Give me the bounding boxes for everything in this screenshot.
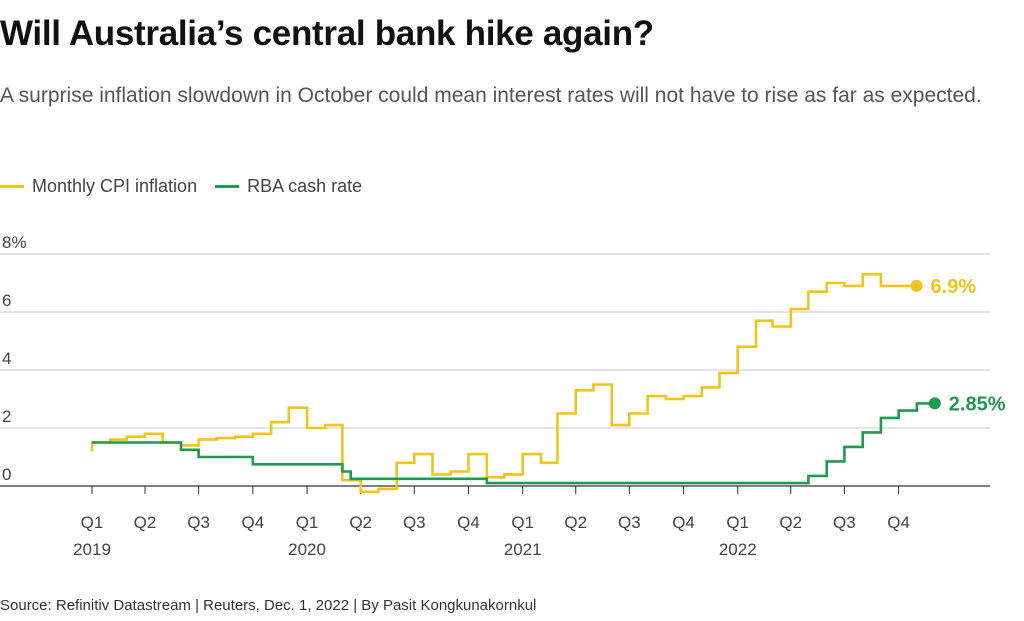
chart-subtitle: A surprise inflation slowdown in October… [0,84,982,107]
x-tick-label: Q2 [779,513,802,532]
legend-label-cpi: Monthly CPI inflation [32,176,198,196]
x-tick-label: Q1 [296,513,319,532]
x-year-label: 2019 [73,540,111,559]
x-tick-label: Q3 [618,513,641,532]
x-tick-label: Q4 [457,513,480,532]
legend-swatch-cash [215,185,240,188]
x-tick-label: Q2 [564,513,587,532]
cpi-end-marker [910,279,923,292]
x-tick-label: Q4 [242,513,265,532]
y-tick-label: 4 [2,349,11,368]
cpi-inflation-line [90,273,917,494]
x-tick-label: Q2 [134,513,157,532]
legend-item-cpi: Monthly CPI inflation [0,176,197,197]
x-tick-label: Q3 [833,513,856,532]
x-tick-label: Q2 [349,513,372,532]
x-tick-label: Q3 [187,513,210,532]
cash-rate-end-label: 2.85% [949,393,1006,415]
x-year-label: 2022 [719,540,757,559]
source-note: Source: Refinitiv Datastream | Reuters, … [0,597,537,614]
y-tick-label: 2 [2,407,11,426]
x-tick-label: Q1 [81,513,104,532]
legend-label-cash: RBA cash rate [247,176,363,196]
x-tick-label: Q1 [511,513,534,532]
x-year-label: 2020 [288,540,326,559]
legend: Monthly CPI inflation RBA cash rate [0,176,380,197]
x-tick-label: Q4 [887,513,910,532]
x-tick-label: Q1 [726,513,749,532]
cash-rate-end-marker [928,397,941,410]
cash-rate-line [92,402,935,485]
legend-item-cash: RBA cash rate [215,176,362,197]
chart-title: Will Australia’s central bank hike again… [0,14,654,53]
y-tick-label: 8% [2,233,27,252]
x-tick-label: Q4 [672,513,695,532]
cpi-end-label: 6.9% [931,276,977,298]
y-tick-label: 0 [2,465,11,484]
legend-swatch-cpi [0,185,24,188]
x-year-label: 2021 [504,540,542,559]
x-tick-label: Q3 [403,513,426,532]
y-tick-label: 6 [2,291,11,310]
